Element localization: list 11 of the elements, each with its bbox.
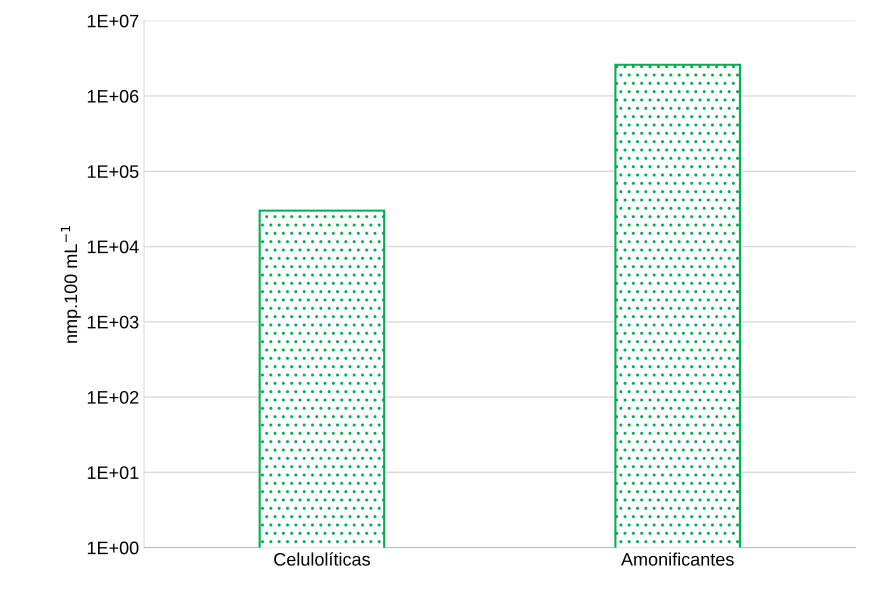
- y-tick-label: 1E+01: [88, 466, 138, 480]
- y-axis-title: nmp.100 mL$^{−1}$: [60, 226, 81, 343]
- y-tick-label: 1E+00: [88, 542, 138, 554]
- y-tick-label: 1E+03: [88, 316, 138, 329]
- y-tick-label: 1E+05: [88, 165, 138, 178]
- y-tick-label: 1E+06: [88, 90, 138, 103]
- x-tick-label: Amonificantes: [621, 552, 734, 566]
- y-tick-label: 1E+07: [88, 14, 138, 28]
- y-tick-label: 1E+04: [88, 240, 139, 254]
- y-tick-label: 1E+02: [88, 390, 138, 404]
- x-tick-label: Celulolíticas: [274, 552, 370, 566]
